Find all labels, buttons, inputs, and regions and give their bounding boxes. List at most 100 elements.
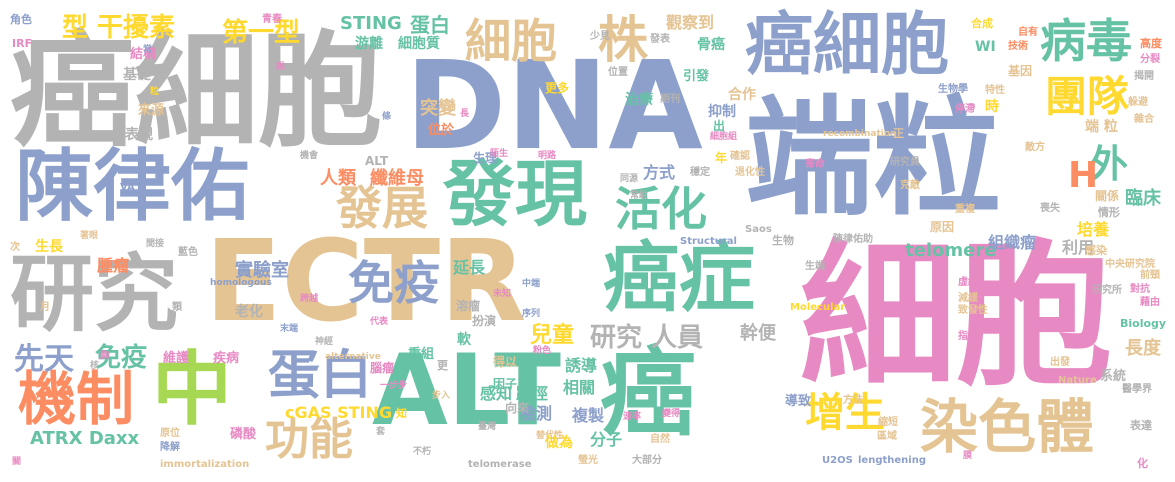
- word-tag: 端粒: [745, 84, 1002, 233]
- word-tag: 少見: [590, 31, 610, 42]
- word-tag: 方式: [643, 163, 676, 182]
- word-tag: 自然: [650, 434, 670, 445]
- word-tag: 藍色: [178, 247, 198, 258]
- word-tag: 細胞質: [398, 36, 440, 52]
- word-tag: 先天: [14, 342, 74, 377]
- word-tag: 速率: [623, 412, 642, 422]
- word-tag: 月: [40, 302, 50, 313]
- word-tag: 敵方: [1025, 142, 1045, 153]
- word-tag: 外: [1090, 142, 1129, 186]
- word-tag: 軟: [457, 332, 471, 348]
- word-tag: IRF: [12, 37, 33, 50]
- word-tag: 出: [713, 119, 726, 133]
- word-tag: 研究: [10, 245, 179, 343]
- word-tag: 陳律佑助: [833, 234, 873, 245]
- word-tag: 臺灣: [478, 422, 497, 432]
- word-tag: 虛線: [958, 277, 978, 288]
- word-tag: 向來: [505, 401, 530, 415]
- word-tag: 機制: [18, 365, 135, 433]
- word-tag: 表現: [125, 127, 153, 143]
- word-tag: 發展: [336, 181, 428, 235]
- word-tag: 知: [396, 407, 407, 420]
- word-tag: 染色體: [920, 393, 1095, 461]
- word-tag: 腫瘤: [97, 256, 130, 275]
- word-tag: 蛋白: [410, 13, 450, 37]
- word-tag: 觀察到: [666, 13, 715, 32]
- word-tag: 生物學: [938, 84, 968, 95]
- word-tag: 中端: [522, 279, 541, 289]
- word-tag: 磷酸: [230, 427, 257, 442]
- word-tag: 更多: [545, 81, 570, 95]
- word-tag: 增生: [805, 390, 885, 436]
- word-tag: H: [1068, 155, 1099, 196]
- word-tag: 突變: [420, 98, 456, 119]
- word-tag: 寄命: [805, 159, 825, 170]
- word-tag: 感染: [1085, 244, 1107, 257]
- word-tag: 感知: [480, 384, 513, 403]
- word-tag: 抑制: [708, 104, 736, 120]
- word-tag: 年: [715, 151, 728, 165]
- word-tag: 路徑: [516, 384, 549, 403]
- word-tag: 核: [90, 361, 100, 371]
- word-tag: 指引: [958, 331, 978, 342]
- word-tag: Molecular: [790, 302, 846, 313]
- word-tag: 長: [460, 109, 470, 119]
- word-tag: 明路: [538, 151, 557, 161]
- word-tag: 套: [376, 427, 386, 437]
- word-tag: 穩定: [690, 167, 710, 178]
- word-tag: 指: [90, 41, 100, 52]
- word-tag: 延長: [453, 258, 486, 277]
- word-tag: 生物: [772, 234, 794, 247]
- word-tag: Saos: [745, 224, 772, 235]
- word-tag: 方法: [843, 395, 863, 406]
- word-tag: 細胞: [465, 14, 557, 68]
- word-tag: 結構: [130, 47, 157, 62]
- word-tag: 實驗室: [235, 260, 289, 281]
- word-tag: 陳律佑: [15, 142, 250, 232]
- word-tag: Biology: [1120, 317, 1167, 330]
- word-tag: 減緩: [958, 293, 978, 304]
- word-tag: ALT: [365, 154, 389, 168]
- word-tag: 致發性: [958, 305, 988, 316]
- word-tag: 末端: [280, 324, 299, 334]
- word-tag: 檢測: [520, 404, 553, 423]
- word-tag: 第一型: [222, 18, 301, 48]
- word-tag: 分子: [590, 430, 623, 449]
- word-tag: 前頸: [1140, 270, 1160, 281]
- word-tag: 確認: [730, 151, 750, 162]
- word-tag: 機會: [300, 151, 319, 161]
- word-tag: 神經: [315, 337, 334, 347]
- word-tag: 團隊: [1045, 72, 1130, 121]
- word-tag: 病毒: [1040, 14, 1132, 68]
- word-tag: 幹便: [740, 323, 776, 344]
- word-tag: 生端: [805, 261, 825, 272]
- word-tag: 相關: [563, 378, 596, 397]
- word-tag: 免疫: [348, 256, 440, 310]
- word-tag: 對抗: [1130, 284, 1150, 295]
- word-tag: 導致: [785, 394, 812, 409]
- word-tag: 分裂: [1140, 54, 1160, 65]
- word-tag: ALT: [372, 334, 561, 448]
- word-tag: 治療: [625, 92, 653, 108]
- word-tag: 醫學界: [1122, 384, 1152, 395]
- word-tag: 兒童: [530, 323, 575, 348]
- word-tag: 扮演: [472, 314, 497, 328]
- word-tag: 維護: [163, 351, 190, 366]
- word-tag: 疾病: [213, 351, 240, 366]
- word-tag: 培養: [1077, 220, 1110, 239]
- word-tag: 腦瘤: [370, 361, 395, 375]
- word-tag: 著眼: [80, 231, 99, 241]
- word-tag: 中: [152, 343, 232, 436]
- word-tag: 基礎: [123, 67, 151, 83]
- word-tag: 細胞: [800, 225, 1112, 407]
- word-tag: 躲避: [1128, 97, 1148, 108]
- word-tag: 系統: [1100, 369, 1127, 384]
- word-tag: 原因: [930, 220, 955, 234]
- word-tag: 正: [893, 127, 904, 140]
- word-tag: 合成: [971, 17, 993, 30]
- word-tag: DNA: [405, 35, 703, 177]
- word-tag: 因子: [493, 377, 518, 391]
- word-tag: 癌症: [603, 233, 755, 322]
- word-tag: 次: [10, 242, 20, 253]
